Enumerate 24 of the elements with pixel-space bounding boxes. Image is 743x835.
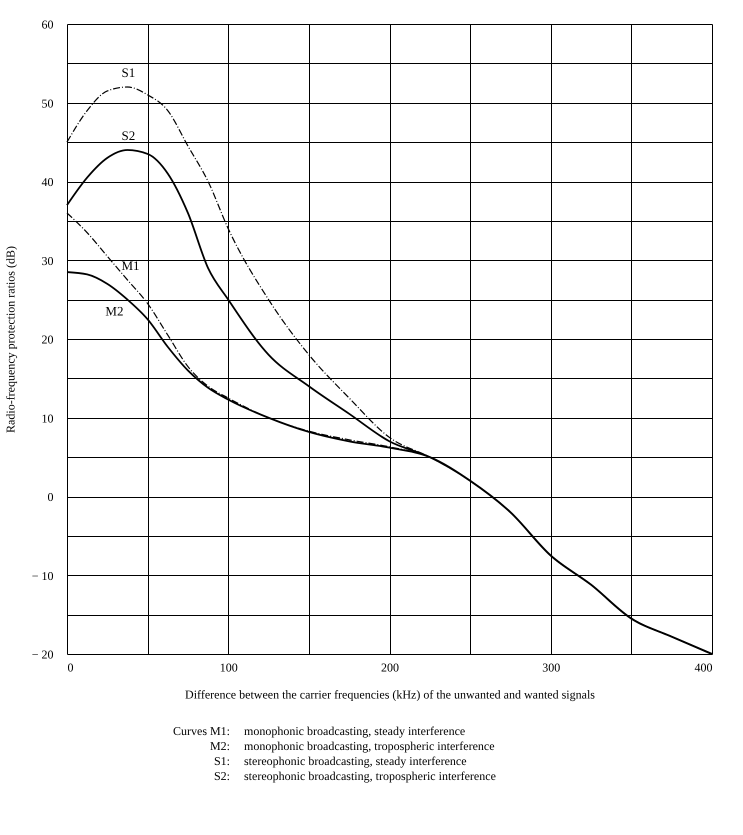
y-tick-label: 40 bbox=[42, 175, 54, 189]
y-tick-label: 0 bbox=[48, 490, 54, 504]
series-label: M1 bbox=[121, 258, 140, 273]
x-tick-label: 0 bbox=[68, 660, 74, 674]
x-tick-label: 200 bbox=[381, 660, 399, 674]
y-tick-label: 60 bbox=[42, 18, 54, 32]
y-tick-label: 20 bbox=[42, 332, 54, 346]
text: S1: stereophonic broadcasting, steady interference bbox=[212, 754, 467, 769]
series-label: S2 bbox=[121, 128, 136, 143]
y-tick-label: − 20 bbox=[32, 648, 54, 662]
x-tick-label: 400 bbox=[694, 660, 712, 674]
text: Curves M1: monophonic broadcasting, steady interference bbox=[172, 724, 466, 739]
y-axis-title: Radio-frequency protection ratios (dB) bbox=[4, 246, 18, 433]
text: M2: monophonic broadcasting, tropospheric interference bbox=[208, 739, 495, 754]
y-tick-label: 10 bbox=[42, 411, 54, 426]
y-tick-label: − 10 bbox=[32, 568, 54, 583]
x-tick-label: 100 bbox=[220, 660, 238, 674]
x-tick-label: 300 bbox=[542, 660, 560, 674]
text: S2: stereophonic broadcasting, tropospheric interference bbox=[212, 769, 496, 784]
y-tick-label: 30 bbox=[42, 254, 54, 268]
series-label: M2 bbox=[105, 304, 124, 319]
y-tick-label: 50 bbox=[42, 96, 54, 110]
series-label: S1 bbox=[121, 65, 136, 80]
x-axis-title: Difference between the carrier frequencies (kHz) of the unwanted and wanted signals bbox=[185, 688, 596, 702]
